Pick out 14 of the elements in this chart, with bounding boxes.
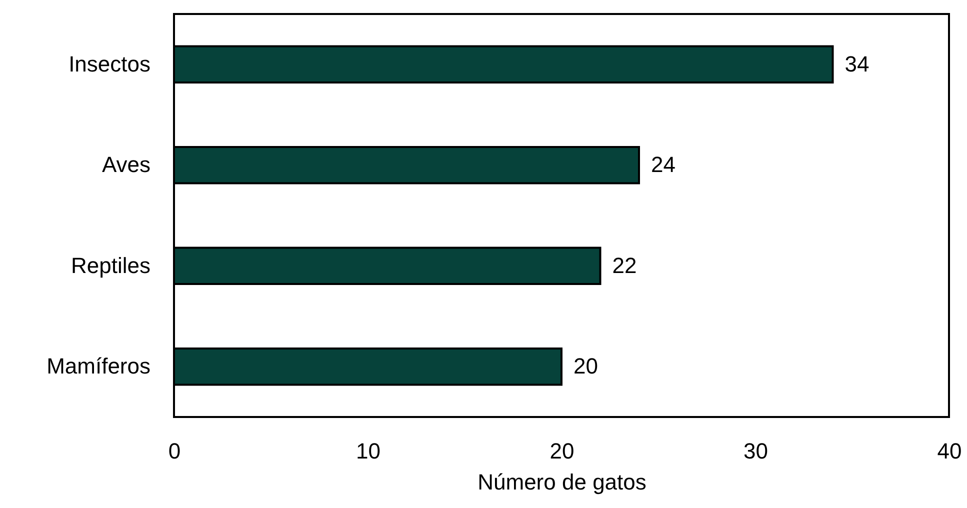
y-tick-label: Reptiles	[71, 252, 150, 278]
x-tick-label: 20	[550, 438, 574, 464]
data-label: 24	[651, 152, 676, 178]
y-tick-label: Aves	[102, 152, 150, 178]
data-label: 34	[844, 51, 870, 76]
x-tick-label: 40	[937, 438, 962, 464]
x-tick-label: 0	[168, 438, 181, 464]
x-tick-label: 10	[356, 438, 380, 464]
data-label: 22	[612, 252, 637, 278]
x-axis-title: Número de gatos	[478, 470, 646, 494]
y-tick-label: Mamíferos	[46, 354, 150, 379]
data-label: 20	[574, 354, 598, 379]
y-tick-label: Insectos	[68, 51, 150, 76]
x-tick-label: 30	[744, 438, 768, 464]
